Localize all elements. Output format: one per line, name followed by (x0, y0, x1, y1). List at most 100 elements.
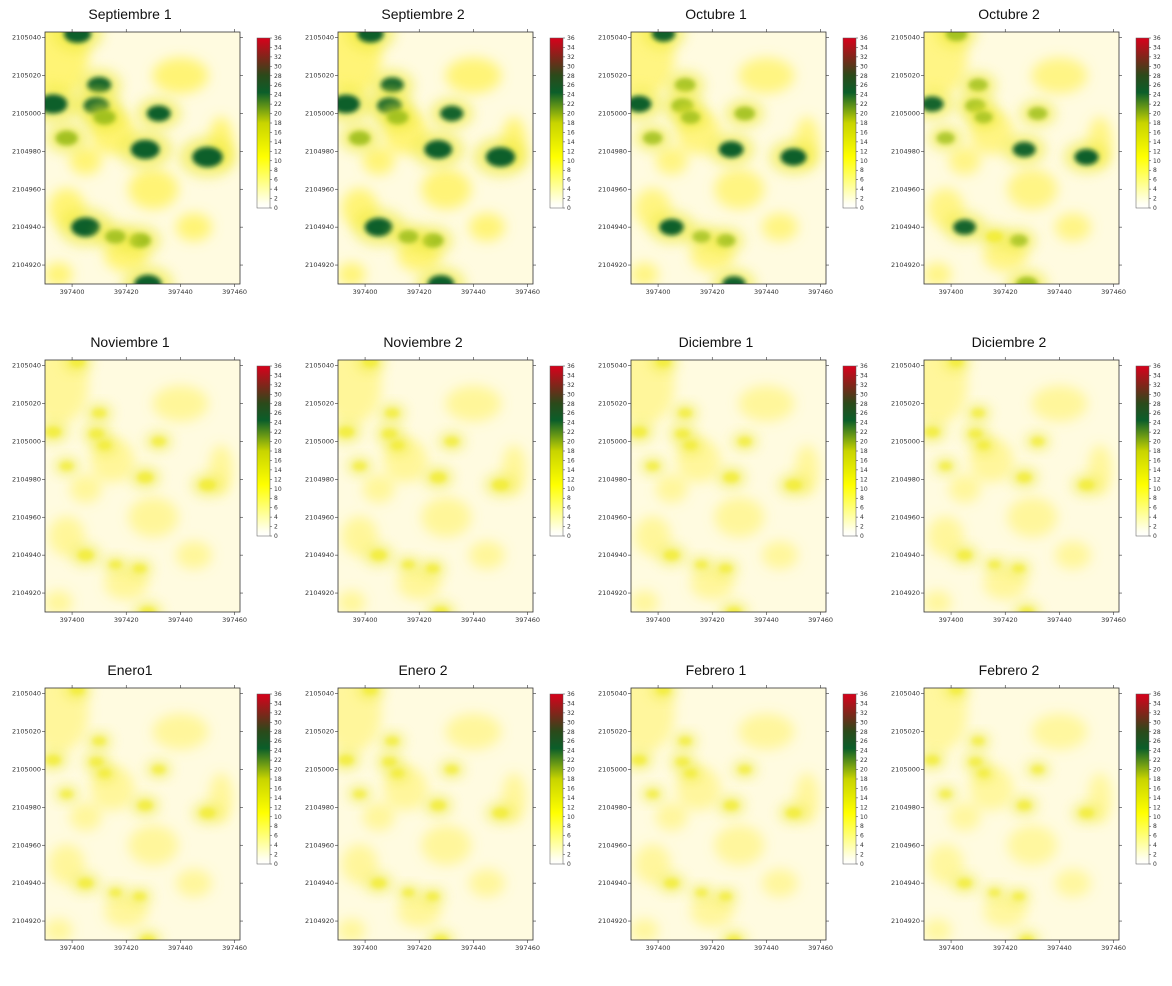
low-value-patch (634, 516, 671, 557)
hotspot-core (385, 736, 399, 746)
low-value-patch (655, 146, 688, 175)
colorbar-tick-label: 36 (567, 691, 575, 698)
colorbar (1135, 693, 1150, 865)
colorbar-tick-label: 10 (274, 486, 282, 493)
colorbar-tick-label: 10 (860, 158, 868, 165)
low-value-patch (421, 497, 472, 538)
low-value-patch (445, 385, 502, 422)
colorbar-tick-label: 0 (274, 205, 278, 212)
panel-title: Diciembre 1 (678, 334, 754, 350)
colorbar-tick-label: 26 (860, 82, 868, 89)
low-value-patch (362, 474, 395, 503)
hotspot-core (957, 550, 973, 561)
low-value-patch (69, 474, 102, 503)
y-tick-label: 2105000 (891, 109, 920, 117)
colorbar-tick-label: 12 (860, 148, 868, 155)
low-value-patch (924, 918, 952, 940)
colorbar-tick-label: 14 (860, 795, 868, 802)
x-tick-label: 397420 (407, 616, 432, 624)
low-value-patch (924, 688, 968, 753)
hotspot-core (362, 360, 379, 368)
heatmap-panel: 2105040 2105020 2105000 2104980 2104960 21049… (586, 656, 879, 984)
x-tick-label: 397440 (754, 944, 779, 952)
colorbar-tick-label: 8 (274, 167, 278, 174)
low-value-patch (128, 497, 179, 538)
hotspot-core (924, 96, 944, 112)
low-value-patch (45, 688, 89, 753)
colorbar-tick-label: 14 (1153, 139, 1161, 146)
hotspot-core (939, 461, 953, 471)
hotspot-core (78, 878, 94, 889)
hotspot-core (402, 560, 415, 569)
y-tick-label: 2104920 (305, 917, 334, 925)
heatmap-panel: 2105040 2105020 2105000 2104980 2104960 21049… (0, 328, 293, 656)
colorbar-tick-label: 12 (1153, 148, 1161, 155)
colorbar-tick-label: 2 (1153, 524, 1157, 531)
heatmap-svg: 2105040 2105020 2105000 2104980 2104960 21049… (12, 685, 282, 952)
low-value-patch (362, 802, 395, 831)
low-value-patch (631, 918, 659, 940)
hotspot-core (105, 229, 126, 244)
colorbar-tick-label: 30 (1153, 391, 1161, 398)
hotspot-core (1009, 234, 1028, 247)
hotspot-core (646, 461, 660, 471)
x-tick-label: 397460 (222, 288, 247, 296)
colorbar-tick-label: 8 (1153, 495, 1157, 502)
colorbar-tick-label: 16 (274, 457, 282, 464)
hotspot-core (386, 110, 409, 125)
map-frame (337, 31, 534, 285)
hotspot-core (433, 935, 449, 940)
low-value-patch (634, 844, 671, 885)
heatmap-svg: 2105040 2105020 2105000 2104980 2104960 21049… (305, 29, 575, 296)
colorbar-tick-label: 18 (567, 776, 575, 783)
colorbar-tick-label: 2 (274, 852, 278, 859)
y-tick-label: 2104920 (305, 589, 334, 597)
colorbar-tick-label: 20 (860, 111, 868, 118)
low-value-patch (924, 360, 968, 425)
colorbar-tick-label: 20 (1153, 439, 1161, 446)
hotspot-core (726, 935, 742, 940)
colorbar-tick-label: 14 (274, 795, 282, 802)
colorbar-tick-label: 20 (274, 767, 282, 774)
heatmap-panel: 2105040 2105020 2105000 2104980 2104960 21049… (293, 0, 586, 328)
colorbar-tick-label: 28 (860, 73, 868, 80)
x-tick-label: 397420 (114, 616, 139, 624)
y-tick-label: 2105040 (12, 362, 41, 370)
y-tick-label: 2104980 (891, 475, 920, 483)
colorbar-tick-label: 16 (567, 457, 575, 464)
colorbar-tick-label: 12 (567, 148, 575, 155)
colorbar-tick-label: 14 (1153, 467, 1161, 474)
y-tick-label: 2104920 (12, 589, 41, 597)
y-tick-label: 2105000 (305, 109, 334, 117)
y-tick-label: 2105040 (305, 362, 334, 370)
colorbar (549, 37, 564, 209)
y-tick-label: 2104960 (12, 841, 41, 849)
low-value-patch (738, 57, 795, 94)
colorbar-tick-label: 10 (567, 158, 575, 165)
low-value-patch (69, 802, 102, 831)
y-tick-label: 2104980 (891, 147, 920, 155)
colorbar-tick-label: 34 (1153, 44, 1161, 51)
hotspot-core (363, 688, 378, 695)
y-tick-label: 2104920 (598, 261, 627, 269)
x-tick-label: 397420 (993, 944, 1018, 952)
low-value-patch (338, 262, 366, 284)
colorbar-tick-label: 34 (1153, 700, 1161, 707)
colorbar-tick-label: 22 (567, 757, 575, 764)
y-tick-label: 2104960 (598, 185, 627, 193)
hotspot-core (421, 233, 444, 248)
colorbar-tick-label: 10 (274, 814, 282, 821)
hotspot-core (631, 426, 647, 438)
low-value-patch (45, 590, 73, 612)
heatmap-svg: 2105040 2105020 2105000 2104980 2104960 21049… (12, 357, 282, 624)
x-tick-label: 397400 (60, 288, 85, 296)
x-tick-label: 397420 (700, 944, 725, 952)
colorbar-tick-label: 30 (274, 391, 282, 398)
low-value-patch (927, 516, 964, 557)
colorbar-tick-label: 26 (274, 738, 282, 745)
x-tick-label: 397400 (939, 944, 964, 952)
colorbar-tick-label: 12 (1153, 476, 1161, 483)
colorbar-tick-label: 2 (274, 196, 278, 203)
colorbar-tick-label: 6 (567, 505, 571, 512)
colorbar-tick-label: 30 (860, 391, 868, 398)
